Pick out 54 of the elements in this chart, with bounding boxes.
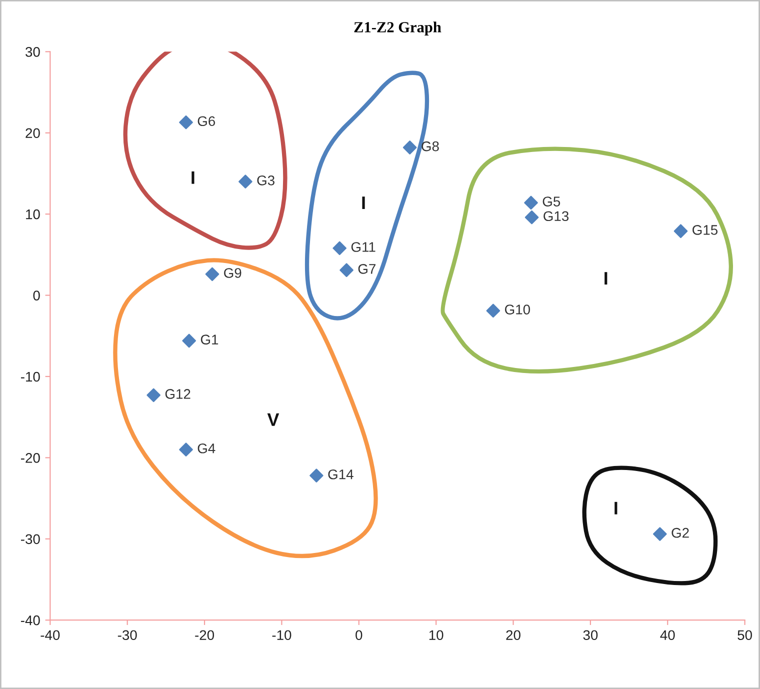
annotation: G7	[358, 264, 376, 274]
x-tick-label: -10	[272, 630, 292, 640]
chart-title: Z1-Z2 Graph	[354, 22, 442, 36]
y-tick-label: 10	[26, 209, 40, 220]
point	[238, 174, 252, 189]
annotation: G13	[544, 211, 569, 222]
annotation: I	[192, 171, 194, 184]
x-tick-label: 40	[660, 630, 675, 640]
annotation: V	[267, 413, 280, 426]
point	[486, 304, 500, 318]
point	[146, 388, 160, 402]
x-tick-label: 20	[506, 630, 520, 640]
annotation: G15	[692, 225, 718, 235]
y-tick-label: 30	[26, 47, 40, 57]
x-tick-label: 50	[738, 630, 752, 640]
annotation: G4	[198, 443, 216, 454]
annotation: G1	[200, 334, 218, 344]
annotation: G8	[422, 141, 439, 152]
annotation: G10	[504, 304, 530, 314]
y-tick-label: 0	[33, 290, 40, 300]
point	[182, 334, 196, 348]
point	[332, 241, 346, 256]
point	[340, 263, 354, 278]
y-tick-label: 20	[26, 128, 40, 138]
y-tick-label: -30	[20, 534, 40, 544]
point	[179, 115, 193, 130]
annotation: G11	[351, 242, 376, 252]
annotation: G12	[165, 389, 190, 399]
x-tick-label: -30	[118, 630, 137, 640]
point	[674, 224, 688, 238]
x-tick-label: 0	[356, 630, 362, 640]
x-tick-label: 30	[583, 630, 598, 640]
x-tick-label: 10	[429, 630, 444, 640]
y-tick-label: -40	[20, 615, 40, 626]
annotation: G2	[672, 528, 689, 538]
x-tick-label: -40	[40, 630, 60, 640]
point	[205, 267, 220, 282]
y-tick-label: -20	[20, 453, 40, 463]
y-tick-label: -10	[20, 372, 40, 382]
annotation: I	[362, 196, 365, 210]
annotation: G14	[328, 469, 354, 480]
annotation: G6	[198, 116, 216, 126]
annotation: G9	[224, 268, 242, 278]
point	[179, 442, 193, 456]
annotation: G3	[257, 175, 274, 186]
point	[652, 527, 667, 541]
annotation: I	[614, 502, 618, 514]
annotation: I	[604, 272, 608, 285]
point	[402, 140, 417, 154]
point	[524, 196, 538, 210]
point	[524, 210, 539, 224]
point	[310, 468, 324, 482]
x-tick-label: -20	[195, 630, 214, 640]
annotation: G5	[542, 196, 560, 206]
